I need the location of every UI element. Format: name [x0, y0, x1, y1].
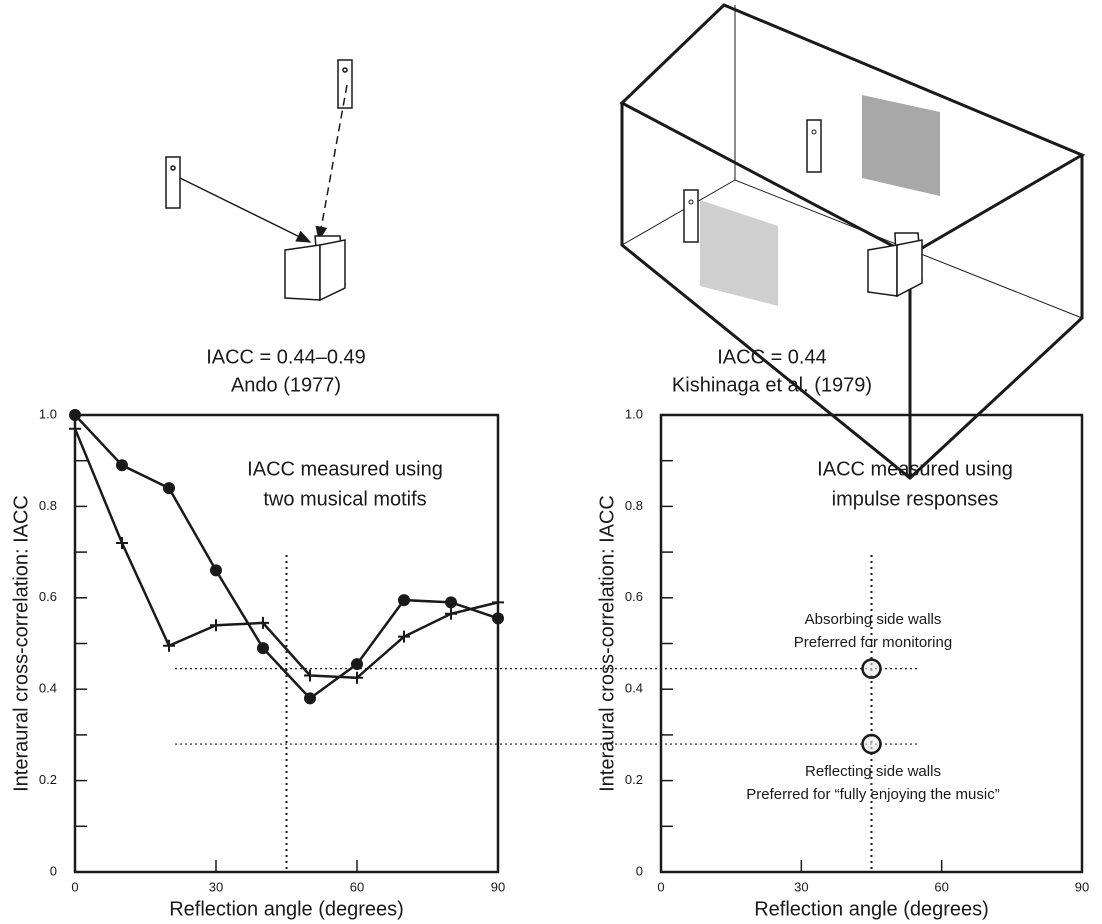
speaker-driver: [170, 165, 176, 171]
speaker-driver: [342, 67, 348, 73]
series-line: [73, 428, 499, 680]
annotation: IACC measured using: [817, 458, 1013, 480]
point: [398, 594, 410, 607]
point: [116, 459, 128, 472]
y-axis-title: Interaural cross-correlation: IACC: [596, 495, 618, 792]
y-tick-label: 0.4: [625, 681, 643, 696]
annotation: Absorbing side walls: [805, 611, 942, 628]
speaker-driver: [811, 129, 817, 135]
y-tick-label: 1.0: [625, 406, 643, 421]
arrow: [179, 177, 312, 243]
point: [398, 630, 410, 643]
annotation: Reflecting side walls: [805, 763, 941, 780]
x-tick-label: 90: [1075, 879, 1089, 894]
point: [351, 671, 363, 684]
x-axis-title: Reflection angle (degrees): [169, 898, 404, 920]
chart-title: IACC = 0.44: [717, 346, 827, 368]
wall-panel: [700, 200, 778, 306]
x-axis-title: Reflection angle (degrees): [754, 898, 989, 920]
x-tick-label: 0: [71, 879, 78, 894]
y-tick-label: 0.8: [39, 498, 57, 513]
y-tick-label: 0.4: [39, 681, 57, 696]
annotation: IACC measured using: [247, 458, 443, 480]
speaker: [165, 156, 181, 209]
point: [492, 596, 504, 609]
y-tick-label: 0: [636, 863, 643, 878]
point: [210, 564, 222, 577]
chart-subtitle: Ando (1977): [231, 374, 341, 396]
y-tick-label: 0.6: [39, 589, 57, 604]
annotation: impulse responses: [832, 488, 999, 510]
arrow: [315, 84, 348, 242]
x-tick-label: 30: [794, 879, 808, 894]
point: [861, 733, 882, 755]
point: [304, 669, 316, 682]
y-tick-label: 0.8: [625, 498, 643, 513]
wall-panel: [862, 95, 940, 196]
x-tick-label: 60: [934, 879, 948, 894]
point: [304, 692, 316, 705]
point: [163, 482, 175, 495]
chair-side: [896, 239, 923, 298]
series-line: [74, 414, 499, 701]
chart-subtitle: Kishinaga et al. (1979): [672, 374, 872, 396]
x-tick-label: 0: [657, 879, 664, 894]
chair-seat: [867, 244, 898, 297]
y-tick-label: 0.6: [625, 589, 643, 604]
speaker: [337, 59, 353, 109]
speaker-driver: [688, 199, 694, 205]
point: [492, 612, 504, 625]
plot-frame: [73, 413, 500, 874]
point: [116, 536, 128, 549]
point: [163, 639, 175, 652]
point: [69, 422, 81, 435]
speaker: [683, 189, 699, 243]
chair-side: [319, 239, 346, 302]
x-tick-label: 90: [491, 879, 505, 894]
point: [257, 616, 269, 629]
y-tick-label: 0.2: [39, 772, 57, 787]
annotation: Preferred for monitoring: [794, 634, 952, 651]
y-tick-label: 0.2: [625, 772, 643, 787]
point: [210, 619, 222, 632]
x-tick-label: 30: [209, 879, 223, 894]
y-tick-label: 0: [50, 863, 57, 878]
annotation: two musical motifs: [263, 488, 426, 510]
point: [445, 607, 457, 620]
speaker: [806, 119, 822, 173]
point: [257, 642, 269, 655]
y-tick-label: 1.0: [39, 406, 57, 421]
chart-title: IACC = 0.44–0.49: [206, 346, 366, 368]
point: [351, 658, 363, 671]
chair-seat: [284, 244, 321, 301]
point: [445, 596, 457, 609]
annotation: Preferred for “fully enjoying the music”: [746, 786, 999, 803]
room-diagram: [619, 3, 1086, 480]
point: [69, 409, 81, 421]
x-tick-label: 60: [350, 879, 364, 894]
y-axis-title: Interaural cross-correlation: IACC: [10, 495, 32, 792]
point: [861, 658, 882, 679]
listening-diagram: [165, 59, 353, 302]
